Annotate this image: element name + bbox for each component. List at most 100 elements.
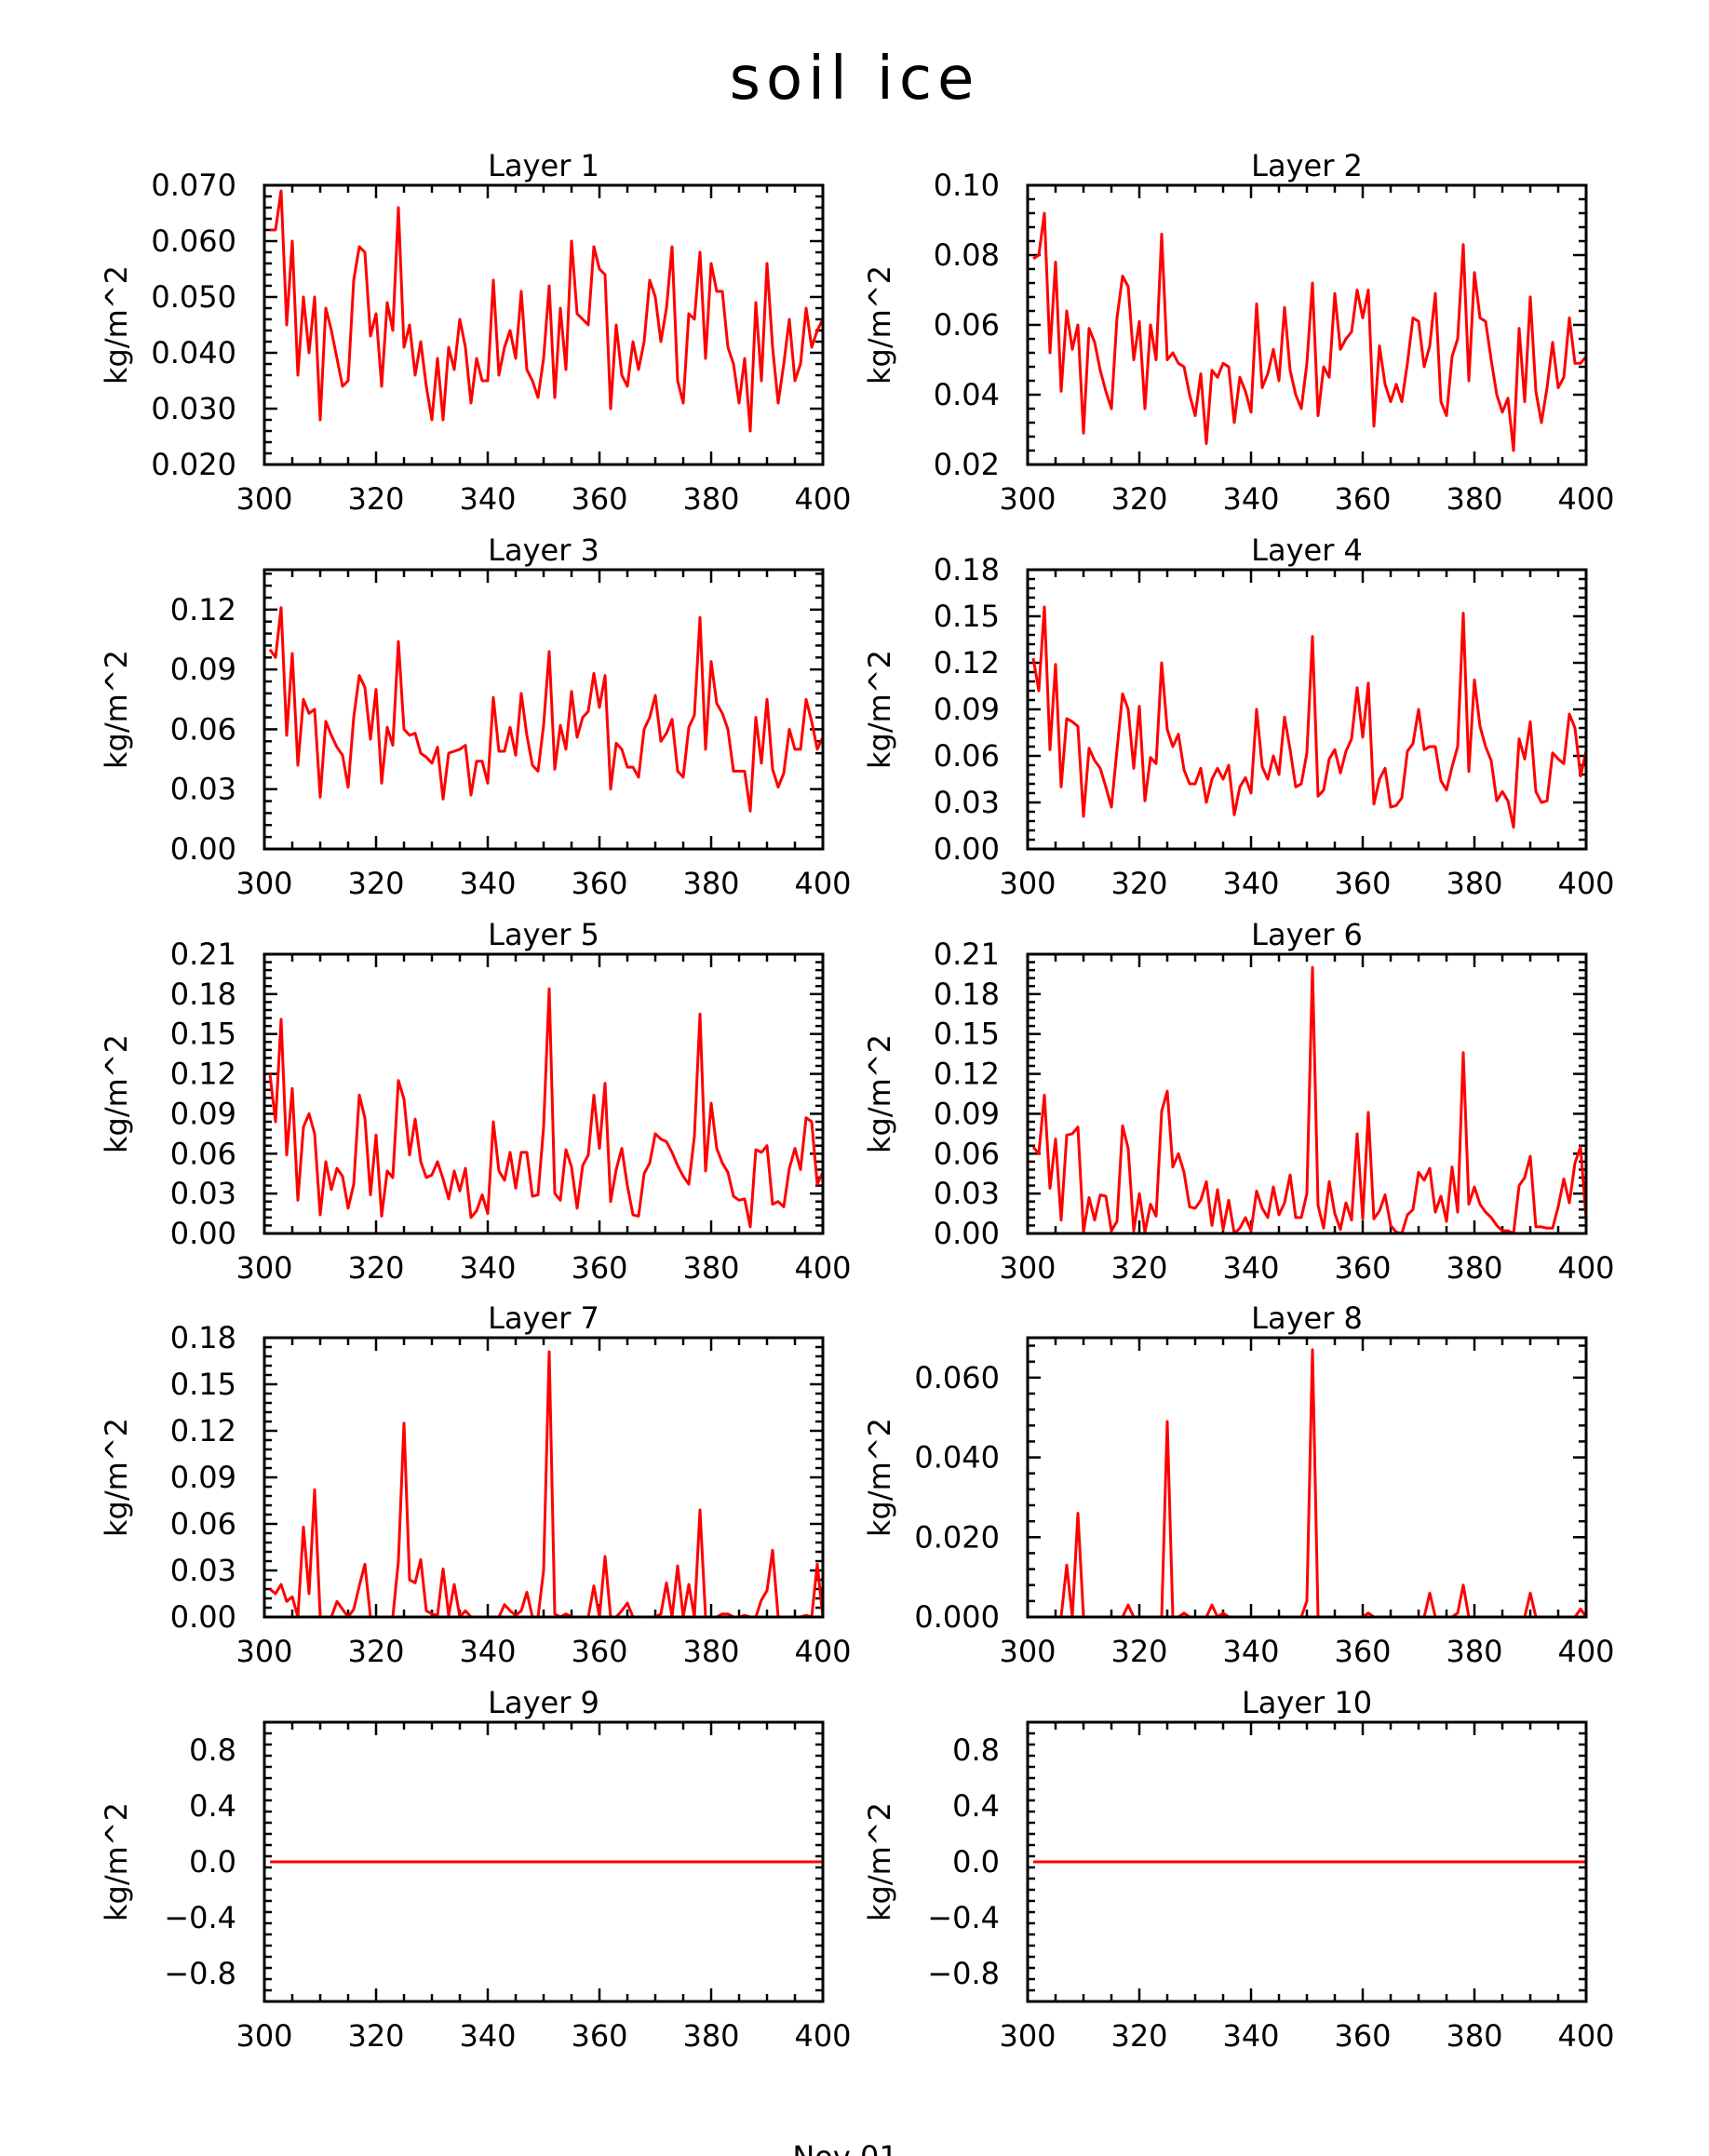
layer-4-panel: Layer 4 kg/m^2 300 320 340 360 380 400 0.00 0.03 0… — [862, 532, 1615, 901]
y-tick-label: 0.04 — [934, 377, 1000, 412]
x-tick-label: 340 — [1222, 2018, 1279, 2054]
layer-7-series-line — [269, 1350, 825, 1619]
y-tick-label: −0.8 — [927, 1956, 1000, 1991]
layer-9-ylabel: kg/m^2 — [99, 1802, 134, 1921]
layer-9-plot-frame — [262, 1720, 825, 2003]
layer-2-plot-frame — [1026, 183, 1588, 466]
x-tick-label: 360 — [1334, 2018, 1391, 2054]
x-tick-label: 380 — [1446, 1250, 1502, 1286]
x-tick-label: 320 — [1110, 1250, 1167, 1286]
layer-2-series-line — [1032, 211, 1588, 452]
x-tick-label: 400 — [1557, 866, 1614, 901]
y-tick-label: 0.15 — [934, 1017, 1000, 1052]
y-tick-label: 0.4 — [189, 1788, 236, 1824]
x-tick-label: 380 — [1446, 1634, 1502, 1669]
x-tick-label: 340 — [1222, 1634, 1279, 1669]
y-tick-label: −0.4 — [164, 1900, 236, 1935]
x-tick-label: 300 — [999, 1250, 1056, 1286]
x-tick-label: 360 — [571, 2018, 627, 2054]
x-tick-label: 380 — [682, 481, 739, 517]
layer-6-plot-frame — [1026, 952, 1588, 1235]
y-tick-label: 0.21 — [934, 937, 1000, 972]
y-tick-label: 0.18 — [934, 552, 1000, 587]
layer-6-series-line — [1031, 965, 1588, 1235]
layer-7-ylabel: kg/m^2 — [99, 1418, 134, 1537]
y-tick-label: 0.21 — [170, 937, 236, 972]
y-tick-label: 0.09 — [170, 1460, 236, 1495]
layer-4-series-line — [1031, 605, 1588, 829]
layer-1-panel: Layer 1 kg/m^2 300 320 340 360 380 400 0.020 0.03… — [99, 148, 852, 517]
x-tick-label: 400 — [794, 481, 851, 517]
y-tick-label: 0.00 — [934, 1216, 1000, 1251]
y-tick-label: 0.03 — [934, 1176, 1000, 1211]
layer-1-plot-frame — [262, 183, 825, 466]
x-tick-label: 380 — [682, 1634, 739, 1669]
x-tick-label: 360 — [571, 1634, 627, 1669]
layer-7-title: Layer 7 — [488, 1300, 599, 1336]
footer-text: Nov 01 — [792, 2139, 897, 2156]
y-tick-label: 0.03 — [170, 772, 236, 807]
x-tick-label: 300 — [235, 866, 292, 901]
y-tick-label: 0.03 — [170, 1176, 236, 1211]
y-tick-label: 0.06 — [934, 307, 1000, 343]
y-tick-label: 0.12 — [934, 645, 1000, 680]
y-tick-label: 0.4 — [952, 1788, 1000, 1824]
y-tick-label: 0.06 — [170, 1506, 236, 1542]
y-tick-label: 0.070 — [151, 168, 236, 203]
y-tick-label: 0.0 — [189, 1844, 236, 1880]
y-tick-label: 0.06 — [170, 711, 236, 747]
x-tick-label: 300 — [235, 2018, 292, 2054]
y-tick-label: 0.03 — [170, 1553, 236, 1588]
layer-7-panel: Layer 7 kg/m^2 300 320 340 360 380 400 0.00 0.03 0… — [99, 1300, 852, 1669]
x-tick-label: 320 — [347, 1634, 404, 1669]
layer-9-panel: Layer 9 kg/m^2 300 320 340 360 380 400 −0.8 −0.4 0… — [99, 1685, 852, 2054]
x-tick-label: 340 — [459, 481, 516, 517]
y-tick-label: 0.040 — [151, 335, 236, 371]
y-tick-label: 0.8 — [189, 1732, 236, 1768]
x-tick-label: 360 — [1334, 481, 1391, 517]
x-tick-label: 320 — [1110, 481, 1167, 517]
x-tick-label: 400 — [1557, 1634, 1614, 1669]
layer-10-title: Layer 10 — [1242, 1685, 1372, 1720]
layer-1-title: Layer 1 — [488, 148, 599, 183]
x-tick-label: 300 — [235, 481, 292, 517]
y-tick-label: 0.8 — [952, 1732, 1000, 1768]
layer-8-ylabel: kg/m^2 — [862, 1418, 897, 1537]
x-tick-label: 400 — [1557, 1250, 1614, 1286]
y-tick-label: 0.03 — [934, 785, 1000, 820]
x-tick-label: 300 — [999, 2018, 1056, 2054]
x-tick-label: 380 — [682, 2018, 739, 2054]
x-tick-label: 380 — [1446, 2018, 1502, 2054]
x-tick-label: 340 — [459, 1634, 516, 1669]
x-tick-label: 300 — [999, 481, 1056, 517]
y-tick-label: 0.18 — [934, 977, 1000, 1012]
y-tick-label: 0.09 — [934, 1096, 1000, 1131]
x-tick-label: 400 — [794, 1250, 851, 1286]
y-tick-label: 0.040 — [914, 1440, 1000, 1476]
x-tick-label: 360 — [571, 481, 627, 517]
y-tick-label: 0.15 — [934, 599, 1000, 634]
x-tick-label: 400 — [1557, 2018, 1614, 2054]
figure-title: soil ice — [730, 45, 980, 114]
layer-6-ylabel: kg/m^2 — [862, 1034, 897, 1153]
x-tick-label: 380 — [682, 866, 739, 901]
x-tick-label: 320 — [1110, 1634, 1167, 1669]
layer-4-ylabel: kg/m^2 — [862, 650, 897, 769]
y-tick-label: 0.09 — [934, 692, 1000, 727]
y-tick-label: 0.15 — [170, 1367, 236, 1402]
x-tick-label: 320 — [1110, 2018, 1167, 2054]
y-tick-label: 0.18 — [170, 1320, 236, 1355]
layer-3-title: Layer 3 — [488, 532, 599, 568]
y-tick-label: 0.00 — [934, 831, 1000, 867]
x-tick-label: 360 — [1334, 866, 1391, 901]
y-tick-label: 0.030 — [151, 391, 236, 426]
y-tick-label: 0.060 — [151, 223, 236, 259]
y-tick-label: 0.12 — [170, 1413, 236, 1449]
y-tick-label: 0.050 — [151, 279, 236, 315]
y-tick-label: 0.06 — [934, 1136, 1000, 1171]
y-tick-label: 0.15 — [170, 1017, 236, 1052]
layer-5-title: Layer 5 — [488, 917, 599, 952]
x-tick-label: 400 — [794, 1634, 851, 1669]
